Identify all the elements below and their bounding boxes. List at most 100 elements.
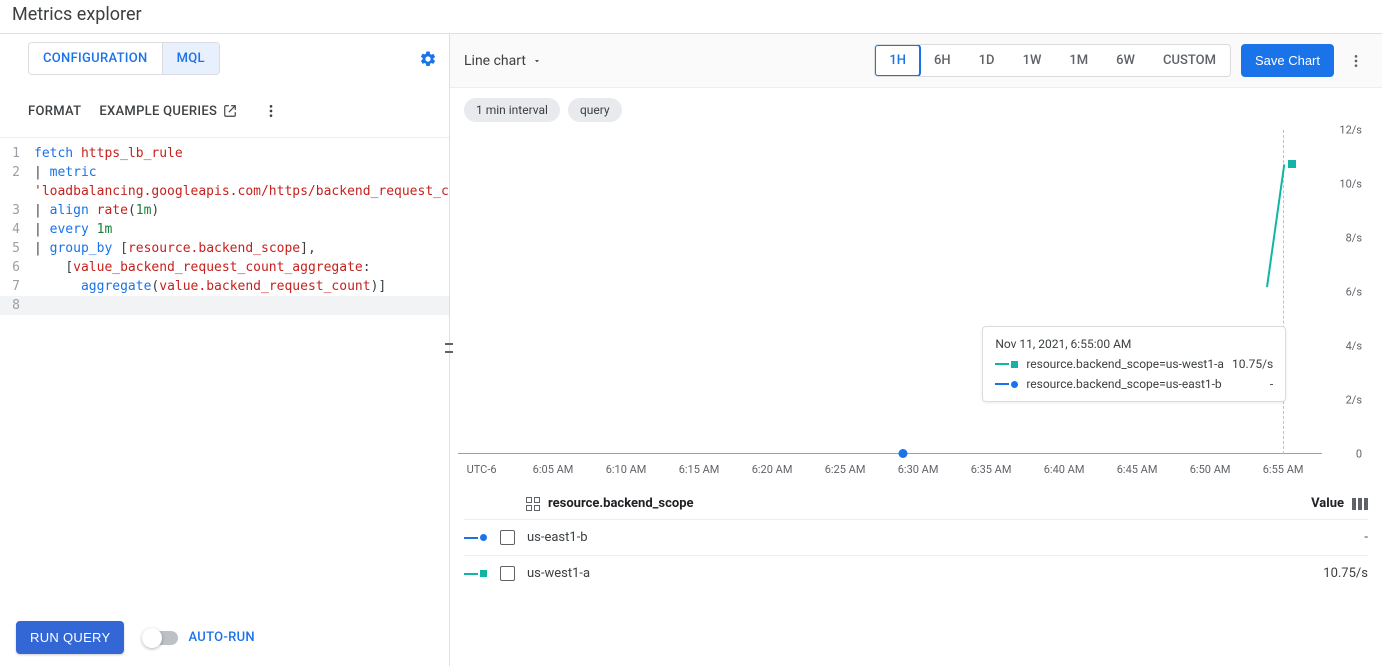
code-line[interactable]: 6 [value_backend_request_count_aggregate… — [0, 258, 449, 277]
x-axis-tick: 6:50 AM — [1190, 463, 1231, 476]
code-content: | group_by [resource.backend_scope], — [26, 239, 324, 258]
x-axis-tick: 6:10 AM — [606, 463, 647, 476]
tooltip-series-value: 10.75/s — [1232, 357, 1273, 371]
more-vert-icon — [263, 103, 279, 119]
group-by-icon — [526, 497, 540, 511]
line-number: 3 — [0, 201, 26, 220]
x-axis-tick: 6:35 AM — [971, 463, 1012, 476]
code-line[interactable]: 8 — [0, 296, 449, 315]
legend-row[interactable]: us-west1-a 10.75/s — [464, 555, 1368, 591]
code-line[interactable]: 5| group_by [resource.backend_scope], — [0, 239, 449, 258]
line-number: 8 — [0, 296, 26, 315]
y-axis-label: 8/s — [1346, 232, 1362, 245]
chart-type-select[interactable]: Line chart — [464, 53, 542, 69]
example-queries-label: EXAMPLE QUERIES — [99, 104, 217, 119]
chart-area: 12/s10/s8/s6/s4/s2/s0 UTC-66:05 AM6:10 A… — [450, 124, 1382, 480]
y-axis-label: 10/s — [1339, 178, 1362, 191]
legend-value: 10.75/s — [1323, 566, 1368, 581]
tooltip-series-value: - — [1270, 377, 1273, 391]
code-content: | align rate(1m) — [26, 201, 167, 220]
auto-run-control: AUTO-RUN — [144, 630, 254, 645]
time-range-group: 1H6H1D1W1M6WCUSTOM — [874, 44, 1231, 77]
series-visibility-checkbox[interactable] — [500, 566, 515, 581]
tab-mql[interactable]: MQL — [163, 43, 219, 74]
more-vert-icon — [1348, 53, 1364, 69]
code-content — [26, 296, 42, 315]
line-number: 6 — [0, 258, 26, 277]
series-marker-icon — [995, 381, 1018, 388]
series-marker-icon — [464, 570, 500, 577]
line-number: 7 — [0, 277, 26, 296]
legend-header-label: resource.backend_scope — [548, 496, 694, 511]
legend-label: us-west1-a — [527, 566, 590, 581]
legend-value: - — [1364, 530, 1368, 545]
chart-canvas[interactable]: 12/s10/s8/s6/s4/s2/s0 UTC-66:05 AM6:10 A… — [458, 130, 1362, 480]
y-axis-label: 0 — [1356, 448, 1362, 461]
code-content: [value_backend_request_count_aggregate: — [26, 258, 379, 277]
line-number: 2 — [0, 163, 26, 201]
editor-more-button[interactable] — [263, 103, 279, 119]
right-pane: Line chart 1H6H1D1W1M6WCUSTOM Save Chart… — [450, 34, 1382, 666]
auto-run-toggle[interactable] — [144, 631, 178, 645]
legend-row[interactable]: us-east1-b- — [464, 519, 1368, 555]
x-axis: UTC-66:05 AM6:10 AM6:15 AM6:20 AM6:25 AM… — [458, 454, 1322, 480]
time-range-6w[interactable]: 6W — [1102, 45, 1149, 76]
format-button[interactable]: FORMAT — [28, 104, 81, 119]
x-axis-tick: 6:30 AM — [898, 463, 939, 476]
code-line[interactable]: 4| every 1m — [0, 220, 449, 239]
example-queries-button[interactable]: EXAMPLE QUERIES — [99, 104, 237, 119]
save-chart-button[interactable]: Save Chart — [1241, 44, 1334, 77]
chart-type-label: Line chart — [464, 53, 526, 69]
tooltip-row: resource.backend_scope=us-east1-b - — [995, 371, 1273, 391]
code-line[interactable]: 3| align rate(1m) — [0, 201, 449, 220]
x-axis-tick: 6:40 AM — [1044, 463, 1085, 476]
time-range-custom[interactable]: CUSTOM — [1149, 45, 1230, 76]
x-axis-tick: 6:05 AM — [533, 463, 574, 476]
y-axis-label: 12/s — [1339, 124, 1362, 137]
time-range-1w[interactable]: 1W — [1009, 45, 1056, 76]
tooltip-series-label: resource.backend_scope=us-west1-a — [1026, 357, 1224, 371]
chips-row: 1 min interval query — [450, 88, 1382, 124]
time-range-1d[interactable]: 1D — [965, 45, 1009, 76]
page-title: Metrics explorer — [0, 0, 1382, 33]
code-line[interactable]: 7 aggregate(value.backend_request_count)… — [0, 277, 449, 296]
line-number: 1 — [0, 144, 26, 163]
series-visibility-checkbox[interactable] — [500, 530, 515, 545]
series-marker-icon — [464, 534, 500, 541]
code-content: | every 1m — [26, 220, 120, 239]
x-axis-timezone: UTC-6 — [467, 463, 497, 476]
settings-button[interactable] — [419, 50, 437, 68]
legend-header: resource.backend_scope Value — [464, 488, 1368, 519]
tooltip-title: Nov 11, 2021, 6:55:00 AM — [995, 337, 1273, 351]
tab-configuration[interactable]: CONFIGURATION — [29, 43, 163, 74]
series-marker — [1288, 160, 1296, 168]
time-range-6h[interactable]: 6H — [920, 45, 965, 76]
editor-toolbar: FORMAT EXAMPLE QUERIES — [0, 83, 449, 137]
x-axis-tick: 6:55 AM — [1263, 463, 1304, 476]
time-range-1m[interactable]: 1M — [1055, 45, 1102, 76]
chart-tooltip: Nov 11, 2021, 6:55:00 AM resource.backend… — [982, 326, 1286, 402]
filter-chip[interactable]: 1 min interval — [464, 98, 560, 122]
y-axis-label: 2/s — [1346, 394, 1362, 407]
time-range-1h[interactable]: 1H — [874, 44, 921, 77]
code-line[interactable]: 2| metric 'loadbalancing.googleapis.com/… — [0, 163, 449, 201]
left-tabs-row: CONFIGURATION MQL — [0, 34, 449, 83]
left-pane: CONFIGURATION MQL FORMAT EXAMPLE QUERIES — [0, 34, 450, 666]
filter-chip[interactable]: query — [568, 98, 622, 122]
chart-more-button[interactable] — [1344, 49, 1368, 73]
tooltip-series-label: resource.backend_scope=us-east1-b — [1026, 377, 1221, 391]
mql-editor[interactable]: 1fetch https_lb_rule2| metric 'loadbalan… — [0, 137, 449, 608]
time-slider-handle[interactable] — [898, 449, 907, 458]
x-axis-tick: 6:45 AM — [1117, 463, 1158, 476]
series-marker-icon — [995, 361, 1018, 368]
chevron-down-icon — [532, 56, 542, 66]
editor-footer: RUN QUERY AUTO-RUN — [0, 608, 449, 666]
chart-header: Line chart 1H6H1D1W1M6WCUSTOM Save Chart — [450, 34, 1382, 88]
columns-icon[interactable] — [1352, 498, 1368, 510]
code-line[interactable]: 1fetch https_lb_rule — [0, 144, 449, 163]
run-query-button[interactable]: RUN QUERY — [16, 621, 124, 654]
y-axis-label: 4/s — [1346, 340, 1362, 353]
x-axis-tick: 6:25 AM — [825, 463, 866, 476]
x-axis-tick: 6:15 AM — [679, 463, 720, 476]
y-axis: 12/s10/s8/s6/s4/s2/s0 — [1326, 130, 1362, 452]
